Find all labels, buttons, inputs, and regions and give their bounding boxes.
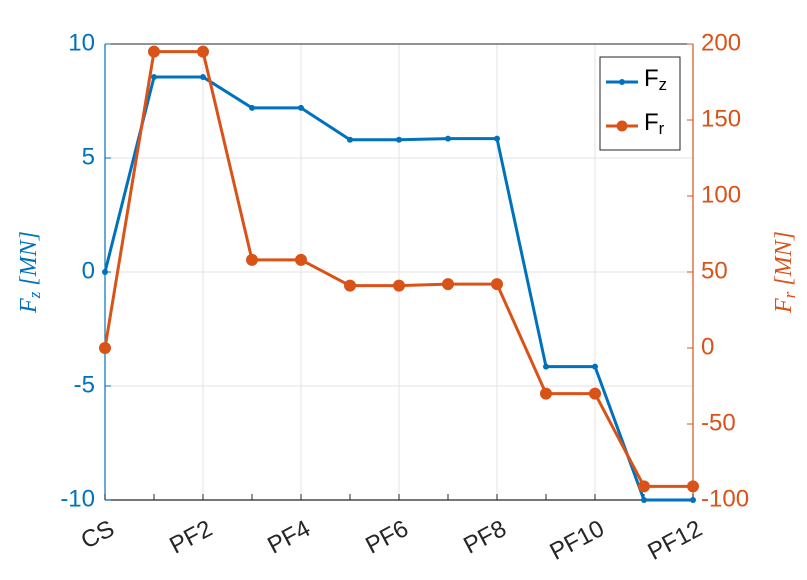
legend-label: Fz — [644, 65, 667, 94]
y2-tick-label: -100 — [701, 485, 749, 512]
legend-label: Fr — [644, 109, 665, 138]
point — [494, 135, 500, 142]
point — [638, 480, 650, 493]
y2-tick-label: 200 — [701, 29, 741, 56]
point — [295, 253, 307, 266]
point — [396, 136, 402, 143]
point — [102, 269, 108, 275]
y-tick-label: -5 — [74, 371, 95, 398]
point — [543, 363, 549, 370]
legend-box — [599, 56, 681, 151]
point — [347, 136, 353, 143]
y-tick-label: -10 — [60, 485, 95, 512]
y-tick-label: 10 — [68, 29, 95, 56]
x-tick-label: PF2 — [165, 515, 217, 560]
y2-tick-label: 0 — [701, 333, 714, 360]
point — [197, 45, 209, 58]
point — [99, 342, 111, 354]
legend-marker — [616, 120, 628, 132]
point — [592, 363, 598, 370]
point — [589, 387, 601, 400]
y-tick-label: 5 — [82, 143, 95, 170]
point — [445, 135, 451, 142]
point — [540, 387, 552, 400]
x-tick-label: PF6 — [361, 515, 413, 560]
point — [687, 480, 699, 493]
y2-axis-label: Fr [MN] — [771, 231, 799, 314]
point — [491, 278, 503, 291]
x-tick-label: PF10 — [545, 515, 608, 566]
point — [148, 45, 160, 58]
point — [249, 104, 255, 111]
y2-tick-label: 100 — [701, 181, 741, 208]
point — [393, 279, 405, 292]
y2-tick-label: -50 — [701, 409, 736, 436]
legend-marker — [619, 79, 625, 85]
point — [298, 104, 304, 111]
y2-tick-label: 50 — [701, 257, 728, 284]
y-axis-label: Fz [MN] — [16, 231, 44, 314]
point — [690, 497, 696, 503]
point — [442, 278, 454, 291]
y-tick-label: 0 — [82, 257, 95, 284]
point — [200, 74, 206, 81]
y2-tick-label: 150 — [701, 105, 741, 132]
point — [246, 253, 258, 266]
x-tick-label: CS — [77, 515, 119, 554]
point — [344, 279, 356, 292]
point — [151, 74, 157, 81]
x-tick-label: PF12 — [643, 515, 706, 566]
x-tick-label: PF4 — [263, 515, 315, 560]
point — [641, 497, 647, 503]
x-tick-label: PF8 — [459, 515, 511, 560]
